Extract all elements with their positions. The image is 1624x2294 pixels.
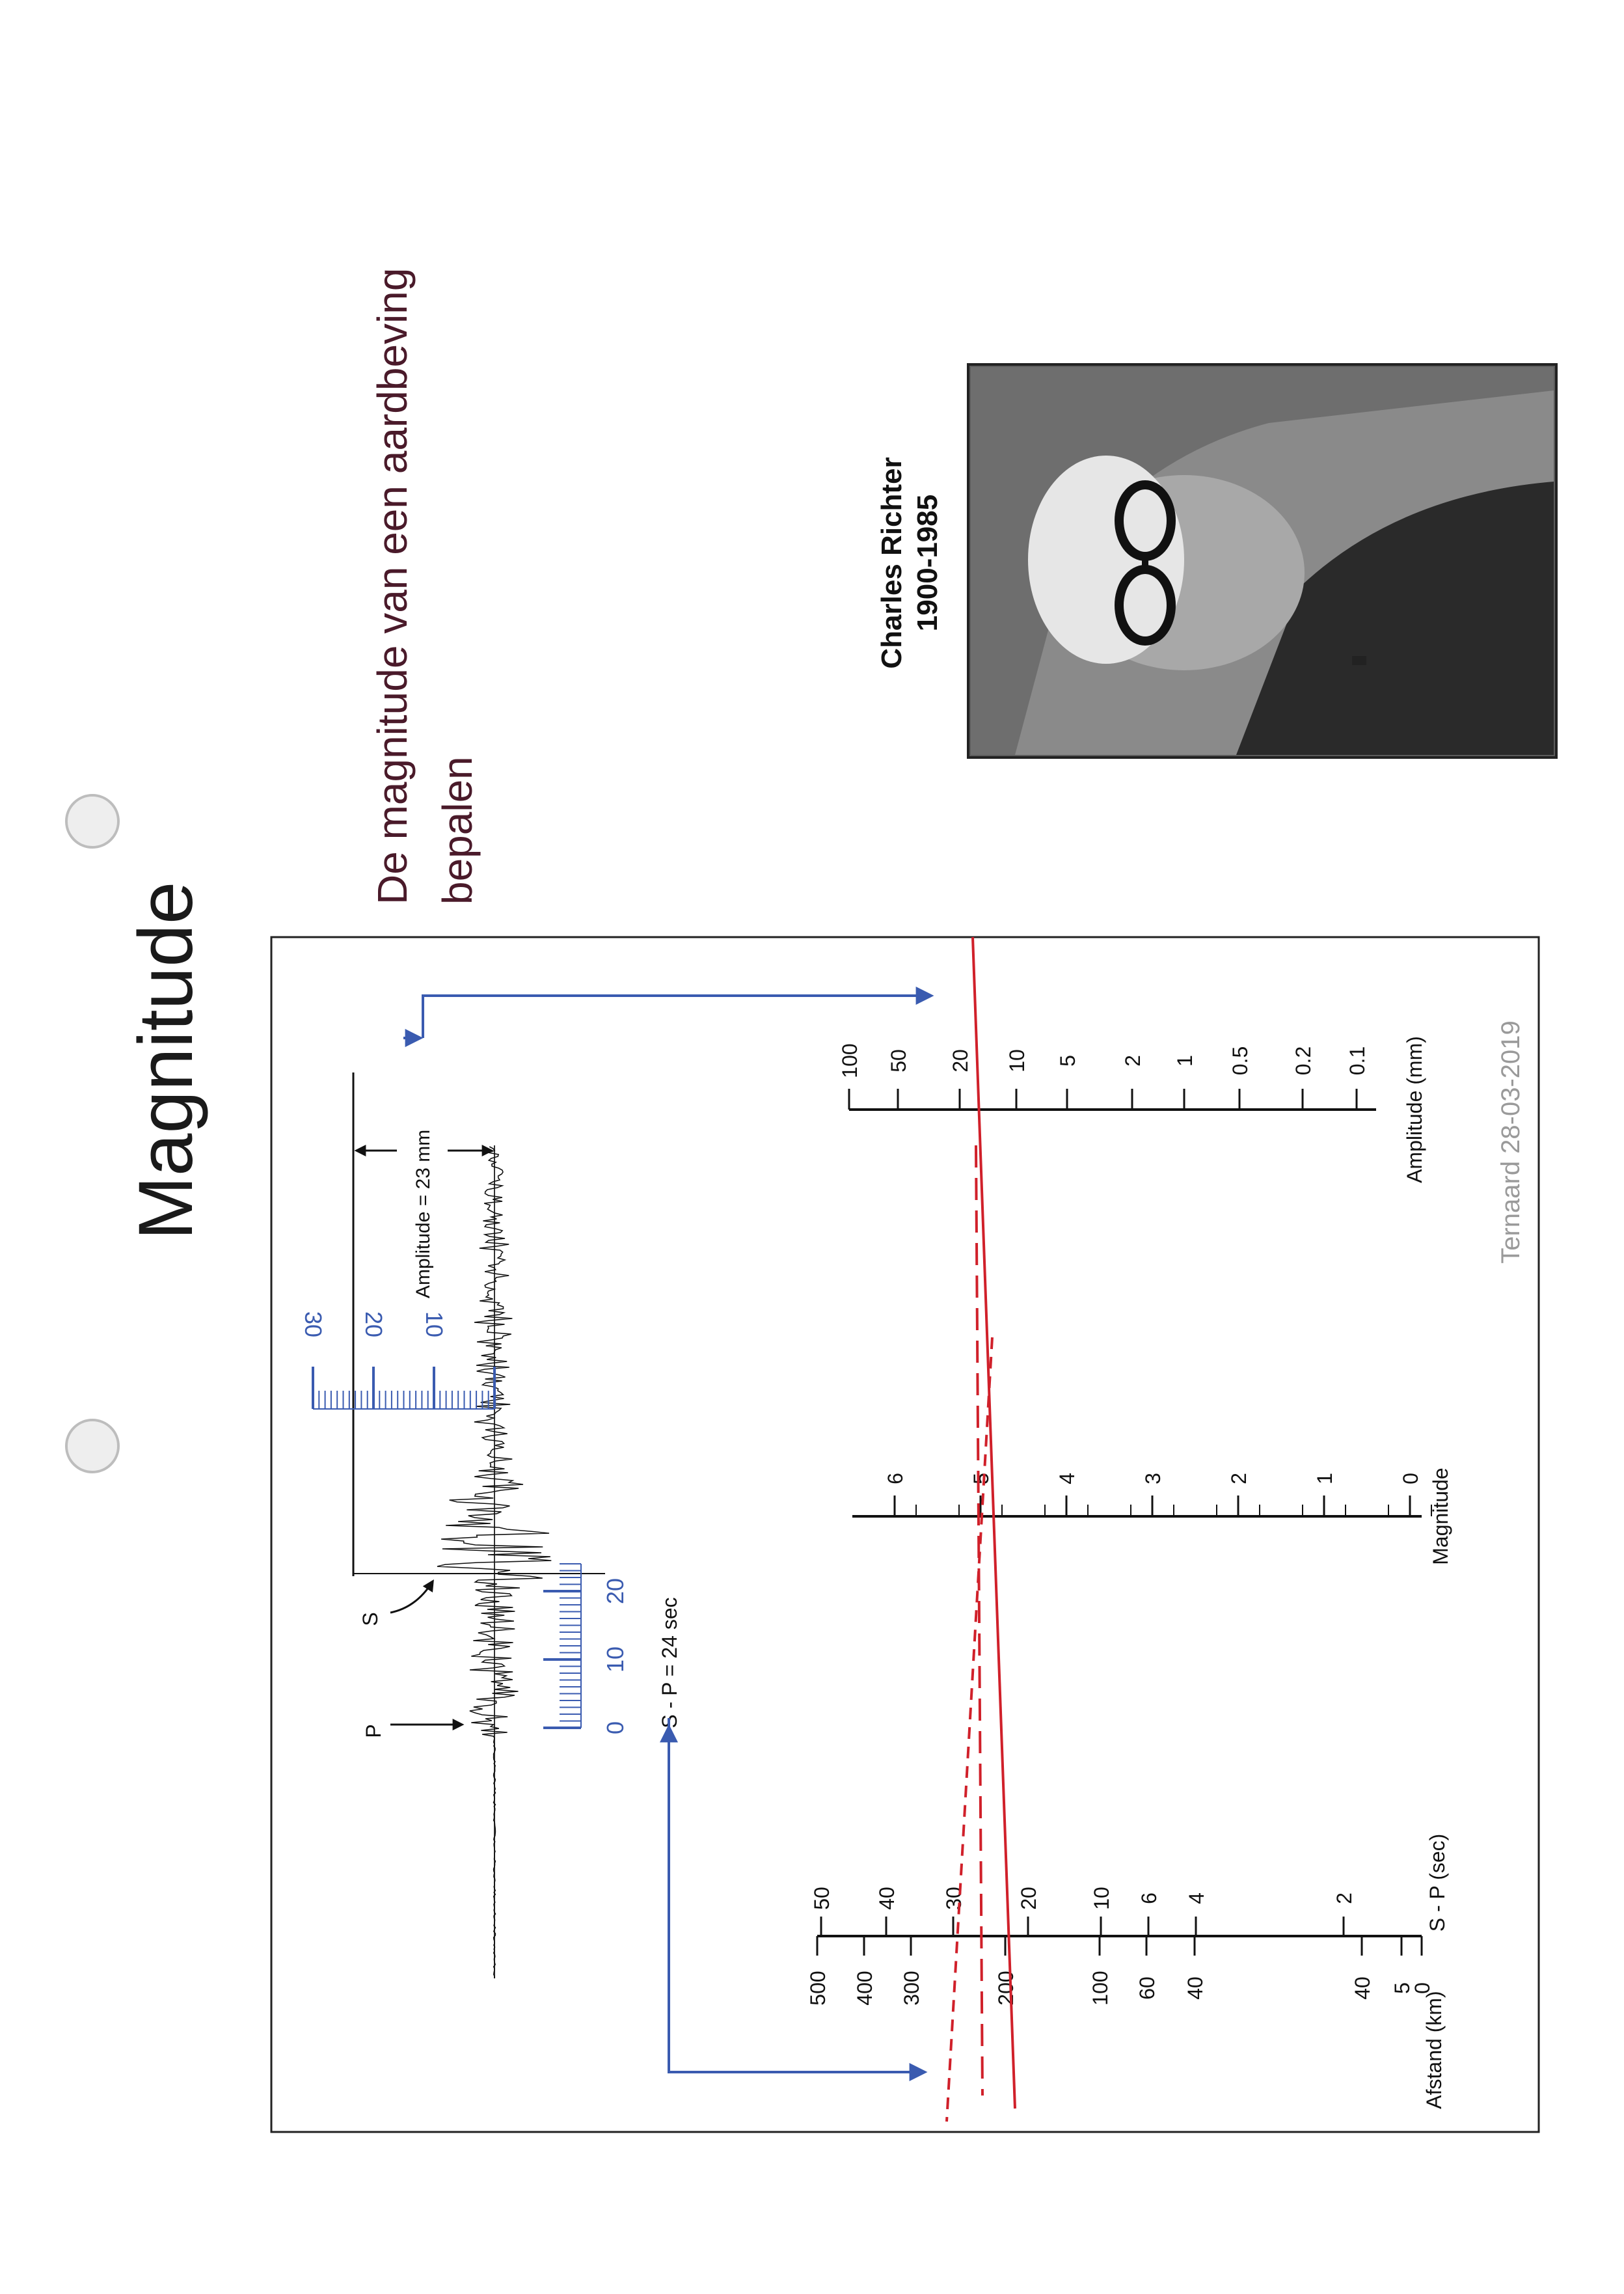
s-wave-label: S — [359, 1612, 382, 1626]
slide-subtitle-line1: De magnitude van een aardbeving — [369, 268, 416, 905]
magnitude-tick-label: 5 — [969, 1473, 993, 1484]
amplitude-tick-label: 0.2 — [1292, 1046, 1315, 1075]
binder-hole-top — [65, 794, 120, 849]
sp-ticks: 50 40 30 20 10 6 4 2 — [810, 1887, 1356, 1936]
amplitude-tick-label: 20 — [949, 1049, 972, 1072]
magnitude-tick-label: 1 — [1313, 1473, 1336, 1484]
seismogram: Amplitude = 23 mm P S — [352, 1072, 605, 1979]
distance-tick-label: 300 — [900, 1971, 923, 2005]
amplitude-ruler: 10 20 30 — [300, 1311, 496, 1410]
distance-tick-label: 500 — [806, 1971, 830, 2005]
sp-interval-label: S - P = 24 sec — [658, 1597, 681, 1728]
amplitude-label: Amplitude = 23 mm — [413, 1130, 434, 1298]
portrait-name: Charles Richter — [876, 457, 908, 668]
red-line-solid — [971, 936, 1016, 2109]
sp-tick-label: 2 — [1333, 1892, 1356, 1904]
sp-tick-label: 50 — [810, 1887, 833, 1910]
slide-subtitle-line2: bepalen — [434, 756, 481, 905]
amplitude-tick-label: 2 — [1121, 1055, 1144, 1067]
distance-tick-label: 100 — [1089, 1971, 1112, 2005]
p-wave-label: P — [362, 1724, 385, 1738]
magnitude-tick-label: 6 — [884, 1473, 907, 1484]
sp-tick-label: 10 — [1090, 1887, 1113, 1910]
time-ruler: 0 10 20 — [543, 1563, 629, 1734]
sp-tick-label: 4 — [1185, 1892, 1208, 1904]
amplitude-tick-label: 10 — [1005, 1049, 1029, 1072]
distance-tick-label: 200 — [994, 1971, 1018, 2005]
distance-tick-label: 5 — [1390, 1982, 1414, 1994]
amplitude-transfer-arrow — [422, 987, 934, 1038]
amplitude-tick-label: 5 — [1056, 1055, 1079, 1067]
sp-transfer-arrow — [668, 1718, 928, 2081]
seismogram-trace — [437, 1146, 552, 1979]
sp-tick-label: 40 — [875, 1887, 899, 1910]
magnitude-ticks: 6 5 4 3 2 1 0 — [884, 1473, 1432, 1516]
slide-title: Magnitude — [123, 881, 209, 1240]
amplitude-ruler-label: 30 — [300, 1311, 327, 1337]
sp-tick-label: 6 — [1137, 1892, 1161, 1904]
amplitude-tick-label: 100 — [838, 1043, 861, 1078]
footer-date: Ternaard 28-03-2019 — [1496, 1020, 1525, 1264]
magnitude-tick-label: 0 — [1399, 1473, 1422, 1484]
sp-axis-title: S - P (sec) — [1426, 1834, 1449, 1932]
amplitude-tick-label: 1 — [1173, 1055, 1197, 1067]
time-ruler-label: 0 — [602, 1721, 629, 1734]
richter-portrait — [967, 363, 1558, 759]
red-line-dashed-short — [945, 1337, 994, 2122]
distance-tick-label: 40 — [1351, 1976, 1374, 2000]
red-line-dashed-long — [975, 1145, 984, 2096]
time-ruler-label: 10 — [602, 1646, 629, 1673]
magnitude-axis-title: Magnitude — [1429, 1468, 1452, 1564]
distance-axis-title: Afstand (km) — [1422, 1991, 1446, 2109]
binder-hole-bottom — [65, 1419, 120, 1473]
distance-tick-label: 400 — [853, 1971, 876, 2005]
s-wave-arrow — [390, 1579, 434, 1614]
distance-tick-label: 0 — [1411, 1982, 1434, 1994]
amplitude-tick-label: 50 — [887, 1049, 910, 1072]
magnitude-tick-label: 4 — [1055, 1473, 1079, 1484]
distance-tick-label: 60 — [1135, 1976, 1159, 2000]
magnitude-tick-label: 3 — [1141, 1473, 1165, 1484]
amplitude-ticks: 100 50 20 10 5 2 1 0.5 0.2 0.1 — [838, 1043, 1369, 1110]
distance-tick-label: 40 — [1184, 1976, 1207, 2000]
amplitude-ruler-label: 20 — [360, 1311, 387, 1337]
magnitude-tick-label: 2 — [1227, 1473, 1251, 1484]
diagram-frame — [270, 936, 1540, 2133]
distance-ticks: 500 400 300 200 100 60 40 40 50 — [806, 1936, 1434, 2006]
time-ruler-label: 20 — [602, 1578, 629, 1604]
sp-tick-label: 30 — [942, 1887, 966, 1910]
amplitude-ruler-label: 10 — [421, 1311, 448, 1337]
amplitude-axis-title: Amplitude (mm) — [1403, 1036, 1426, 1183]
sp-tick-label: 20 — [1017, 1887, 1040, 1910]
portrait-years: 1900-1985 — [912, 495, 943, 631]
amplitude-tick-label: 0.5 — [1228, 1046, 1252, 1075]
amplitude-tick-label: 0.1 — [1346, 1046, 1369, 1075]
